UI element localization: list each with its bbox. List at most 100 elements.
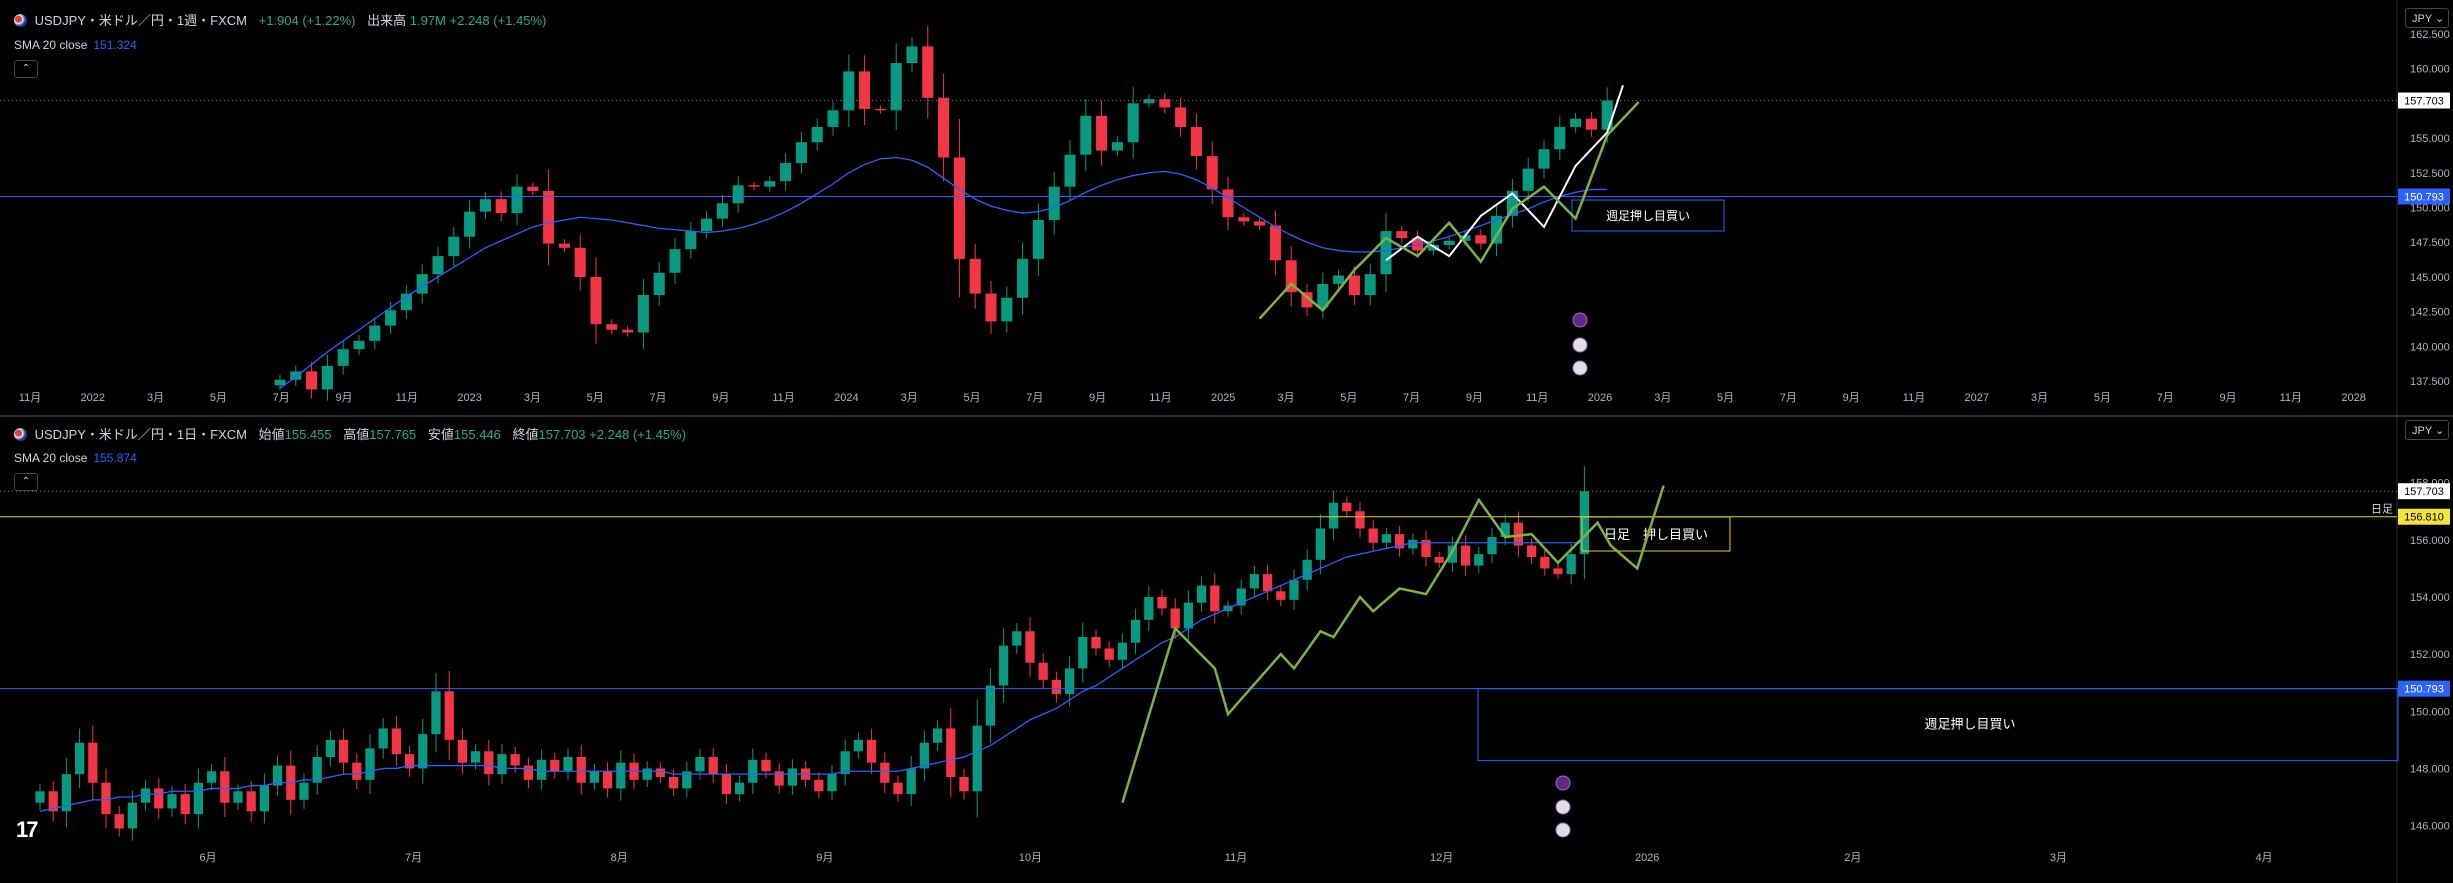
candle-body (655, 768, 666, 777)
sma20-line (39, 542, 1585, 812)
candle-body (1380, 231, 1392, 275)
candle-body (338, 739, 349, 763)
weekly-currency-select[interactable]: JPY ⌄ (2405, 8, 2449, 28)
x-tick-label: 3月 (2031, 392, 2048, 404)
candle-body (1506, 190, 1518, 216)
candle-body (220, 771, 230, 803)
daily-collapse-button[interactable]: ⌃ (14, 473, 38, 491)
weekly-chart-pane[interactable]: 137.500 140.000 142.500 145.000 147.500 150.0… (0, 0, 2453, 417)
candle-body (748, 185, 760, 187)
candle-body (378, 728, 388, 749)
y-tick-label: 156.000 (2410, 535, 2450, 547)
y-tick-label: 145.000 (2410, 272, 2450, 284)
daily-weekly-annotation-text: 週足押し目買い (1924, 717, 2015, 732)
candle-body (906, 768, 916, 795)
candle-body (337, 349, 349, 366)
x-tick-label: 9月 (335, 392, 352, 404)
candle-body (843, 71, 855, 111)
usdjpy-flag-icon (14, 14, 27, 27)
candle-body (88, 742, 98, 783)
candle-body (495, 199, 507, 214)
candle-body (734, 782, 745, 795)
candle-body (206, 771, 217, 783)
y-tick-label: 162.500 (2410, 29, 2450, 41)
x-tick-label: 7月 (1780, 392, 1797, 404)
weekly-change: +1.904 (+1.22%) (258, 13, 356, 28)
candle-body (180, 794, 190, 815)
x-tick-label: 5月 (2094, 392, 2111, 404)
candle-body (1170, 608, 1180, 629)
candle-body (1459, 235, 1471, 241)
candle-body (859, 71, 871, 109)
weekly-chart-svg[interactable]: 137.500 140.000 142.500 145.000 147.500 150.0… (0, 0, 2453, 415)
weekly-symbol[interactable]: USDJPY・米ドル／円・1週・FXCM (34, 13, 247, 28)
x-tick-label: 5月 (1717, 392, 1734, 404)
candle-body (484, 751, 494, 775)
candle-body (321, 365, 333, 390)
x-tick-label: 5月 (1340, 392, 1357, 404)
candle-body (1157, 597, 1167, 609)
candle-body (101, 782, 111, 815)
daily-sma-legend[interactable]: SMA 20 close 155.874 (14, 451, 137, 465)
daily-weekly-support-badge: 150.793 (2404, 684, 2444, 696)
candle-body (1080, 115, 1092, 155)
candle-body (1570, 118, 1582, 127)
x-tick-label: 11月 (772, 392, 794, 404)
y-tick-label: 147.500 (2410, 237, 2450, 249)
candle-body (1064, 154, 1076, 187)
x-tick-label: 11月 (2280, 392, 2302, 404)
candle-body (1434, 557, 1444, 563)
daily-sma-value: 155.874 (93, 451, 137, 465)
x-tick-label: 11月 (1149, 392, 1171, 404)
candle-body (543, 190, 555, 244)
candle-body (272, 765, 283, 786)
candle-body (259, 785, 270, 812)
candle-body (576, 757, 586, 783)
x-tick-label: 11月 (396, 392, 418, 404)
open-value: 155.455 (284, 427, 332, 442)
x-tick-label: 12月 (1430, 852, 1453, 864)
candle-body (814, 779, 824, 792)
daily-chart-pane[interactable]: 146.000 148.000 150.000 152.000 154.000 156.0… (0, 417, 2453, 883)
candle-body (795, 142, 807, 164)
candle-body (1017, 258, 1029, 298)
y-tick-label: 146.000 (2410, 821, 2450, 833)
candle-body (1222, 189, 1234, 218)
weekly-sma-legend[interactable]: SMA 20 close 151.324 (14, 38, 137, 52)
daily-chart-svg[interactable]: 146.000 148.000 150.000 152.000 154.000 156.0… (0, 417, 2453, 883)
candle-body (140, 788, 151, 803)
weekly-collapse-button[interactable]: ⌃ (14, 60, 38, 78)
x-tick-label: 3月 (901, 392, 918, 404)
candle-body (1381, 534, 1392, 543)
daily-symbol[interactable]: USDJPY・米ドル／円・1日・FXCM (34, 427, 247, 442)
candle-body (1601, 100, 1613, 130)
candle-body (721, 774, 732, 795)
daily-currency-select[interactable]: JPY ⌄ (2405, 420, 2449, 440)
candle-body (1144, 597, 1154, 620)
candle-body (1249, 574, 1260, 589)
x-tick-label: 2月 (1844, 852, 1861, 864)
candle-body (1175, 107, 1187, 127)
candle-body (574, 247, 586, 277)
candle-body (1394, 534, 1405, 549)
x-tick-label: 9月 (712, 392, 729, 404)
candle-body (1585, 118, 1597, 130)
candle-body (653, 272, 665, 295)
candle-body (1190, 126, 1202, 157)
x-tick-label: 6月 (199, 852, 216, 864)
candle-body (418, 734, 428, 769)
candle-body (827, 110, 839, 127)
x-tick-label: 11月 (1526, 392, 1548, 404)
candle-body (1408, 539, 1418, 549)
candle-body (922, 46, 934, 98)
candle-body (1276, 591, 1286, 600)
candle-body (985, 685, 996, 726)
candle-body (511, 186, 523, 214)
x-tick-label: 2023 (457, 392, 481, 404)
candle-body (1355, 511, 1365, 529)
candle-body (193, 782, 204, 815)
x-tick-label: 3月 (2050, 852, 2067, 864)
x-tick-label: 9月 (816, 852, 833, 864)
x-tick-label: 2026 (1635, 852, 1659, 864)
candle-body (167, 794, 177, 809)
